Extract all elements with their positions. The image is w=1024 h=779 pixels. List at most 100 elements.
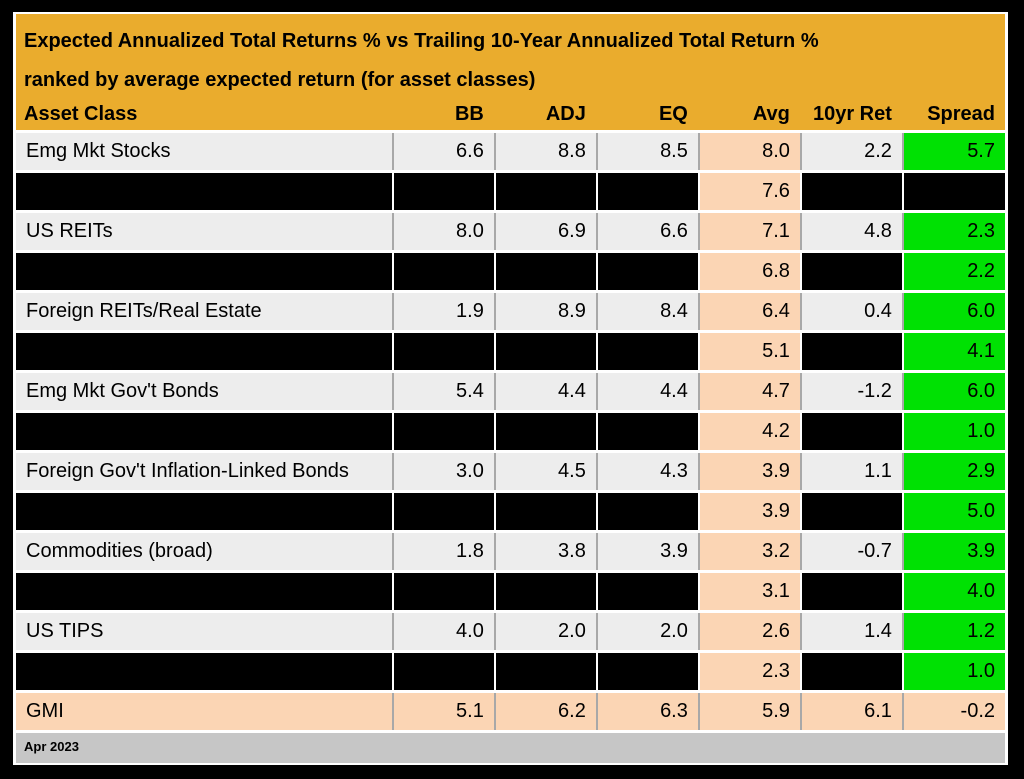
- eq-value-cell: 2.0: [596, 611, 700, 653]
- eq-value-cell: 6.3: [596, 691, 700, 733]
- spread-value-cell: -0.2: [902, 691, 1005, 733]
- table-footer: Apr 2023: [16, 732, 1005, 763]
- asset-name-cell: Emg Mkt Stocks: [16, 131, 394, 173]
- table-row-redacted: 3.1 4.0: [16, 571, 1005, 613]
- redacted-cell: [596, 651, 700, 693]
- spread-value-cell: 4.0: [902, 571, 1005, 613]
- redacted-cell: [392, 411, 496, 453]
- redacted-cell: [800, 251, 904, 293]
- redacted-cell: [16, 411, 394, 453]
- column-header-bb: BB: [392, 100, 496, 133]
- redacted-cell: [16, 331, 394, 373]
- spread-value-cell: 1.0: [902, 411, 1005, 453]
- avg-value-cell: 7.1: [698, 211, 802, 253]
- table-row: US TIPS 4.0 2.0 2.0 2.6 1.4 1.2: [16, 611, 1005, 653]
- 10yr-ret-value-cell: 2.2: [800, 131, 904, 173]
- redacted-cell: [392, 331, 496, 373]
- asset-name-cell: Emg Mkt Gov't Bonds: [16, 371, 394, 413]
- spread-value-cell: 3.9: [902, 531, 1005, 573]
- bb-value-cell: 3.0: [392, 451, 496, 493]
- column-header-spread: Spread: [902, 100, 1005, 133]
- bb-value-cell: 4.0: [392, 611, 496, 653]
- redacted-cell: [596, 171, 700, 213]
- redacted-cell: [596, 411, 700, 453]
- redacted-cell: [902, 171, 1005, 213]
- spread-value-cell: 5.0: [902, 491, 1005, 533]
- table-title-block: Expected Annualized Total Returns % vs T…: [16, 14, 1005, 100]
- avg-value-cell: 4.2: [698, 411, 802, 453]
- title-line-2: ranked by average expected return (for a…: [24, 69, 536, 91]
- avg-value-cell: 7.6: [698, 171, 802, 213]
- spread-value-cell: 5.7: [902, 131, 1005, 173]
- spread-value-cell: 6.0: [902, 291, 1005, 333]
- redacted-cell: [800, 491, 904, 533]
- table-row: US REITs 8.0 6.9 6.6 7.1 4.8 2.3: [16, 211, 1005, 253]
- table-row: Foreign REITs/Real Estate 1.9 8.9 8.4 6.4 0.4…: [16, 291, 1005, 333]
- avg-value-cell: 4.7: [698, 371, 802, 413]
- table-row: Foreign Gov't Inflation-Linked Bonds 3.0 4…: [16, 451, 1005, 493]
- redacted-cell: [392, 491, 496, 533]
- 10yr-ret-value-cell: 4.8: [800, 211, 904, 253]
- 10yr-ret-value-cell: -0.7: [800, 531, 904, 573]
- 10yr-ret-value-cell: 1.4: [800, 611, 904, 653]
- asset-name-cell: Commodities (broad): [16, 531, 394, 573]
- asset-name-cell: Foreign REITs/Real Estate: [16, 291, 394, 333]
- table-row: Emg Mkt Stocks 6.6 8.8 8.5 8.0 2.2 5.7: [16, 131, 1005, 173]
- avg-value-cell: 5.1: [698, 331, 802, 373]
- bb-value-cell: 1.9: [392, 291, 496, 333]
- 10yr-ret-value-cell: 1.1: [800, 451, 904, 493]
- avg-value-cell: 2.3: [698, 651, 802, 693]
- table-row: Emg Mkt Gov't Bonds 5.4 4.4 4.4 4.7 -1.2 6.0: [16, 371, 1005, 413]
- table-row-redacted: 5.1 4.1: [16, 331, 1005, 373]
- table-row: Commodities (broad) 1.8 3.8 3.9 3.2 -0.7 3.9: [16, 531, 1005, 573]
- asset-name-cell: GMI: [16, 691, 394, 733]
- eq-value-cell: 6.6: [596, 211, 700, 253]
- table-row-redacted: 6.8 2.2: [16, 251, 1005, 293]
- bb-value-cell: 5.1: [392, 691, 496, 733]
- avg-value-cell: 3.9: [698, 491, 802, 533]
- adj-value-cell: 4.4: [494, 371, 598, 413]
- table-row-redacted: 4.2 1.0: [16, 411, 1005, 453]
- column-header-adj: ADJ: [494, 100, 598, 133]
- adj-value-cell: 8.8: [494, 131, 598, 173]
- redacted-cell: [494, 571, 598, 613]
- table-frame: Expected Annualized Total Returns % vs T…: [13, 12, 1008, 765]
- table-row-redacted: 7.6: [16, 171, 1005, 213]
- spread-value-cell: 1.2: [902, 611, 1005, 653]
- asset-name-cell: US REITs: [16, 211, 394, 253]
- avg-value-cell: 3.2: [698, 531, 802, 573]
- redacted-cell: [800, 651, 904, 693]
- redacted-cell: [16, 171, 394, 213]
- redacted-cell: [800, 571, 904, 613]
- avg-value-cell: 6.4: [698, 291, 802, 333]
- bb-value-cell: 6.6: [392, 131, 496, 173]
- redacted-cell: [800, 171, 904, 213]
- redacted-cell: [494, 171, 598, 213]
- redacted-cell: [392, 251, 496, 293]
- eq-value-cell: 4.4: [596, 371, 700, 413]
- eq-value-cell: 3.9: [596, 531, 700, 573]
- adj-value-cell: 8.9: [494, 291, 598, 333]
- 10yr-ret-value-cell: 0.4: [800, 291, 904, 333]
- bb-value-cell: 1.8: [392, 531, 496, 573]
- table-row-redacted: 2.3 1.0: [16, 651, 1005, 693]
- adj-value-cell: 2.0: [494, 611, 598, 653]
- redacted-cell: [16, 491, 394, 533]
- date-label: Apr 2023: [24, 738, 79, 754]
- redacted-cell: [494, 491, 598, 533]
- avg-value-cell: 2.6: [698, 611, 802, 653]
- adj-value-cell: 4.5: [494, 451, 598, 493]
- returns-table-body: Emg Mkt Stocks 6.6 8.8 8.5 8.0 2.2 5.7 7.6 US RE…: [16, 131, 1005, 733]
- redacted-cell: [494, 411, 598, 453]
- eq-value-cell: 8.4: [596, 291, 700, 333]
- column-header-10yr-ret: 10yr Ret: [800, 100, 904, 133]
- column-header-row: Asset Class BB ADJ EQ Avg 10yr Ret Spread: [16, 100, 1005, 133]
- spread-value-cell: 2.9: [902, 451, 1005, 493]
- title-line-1: Expected Annualized Total Returns % vs T…: [24, 30, 819, 52]
- redacted-cell: [800, 331, 904, 373]
- asset-name-cell: Foreign Gov't Inflation-Linked Bonds: [16, 451, 394, 493]
- bb-value-cell: 5.4: [392, 371, 496, 413]
- redacted-cell: [16, 571, 394, 613]
- redacted-cell: [494, 651, 598, 693]
- 10yr-ret-value-cell: -1.2: [800, 371, 904, 413]
